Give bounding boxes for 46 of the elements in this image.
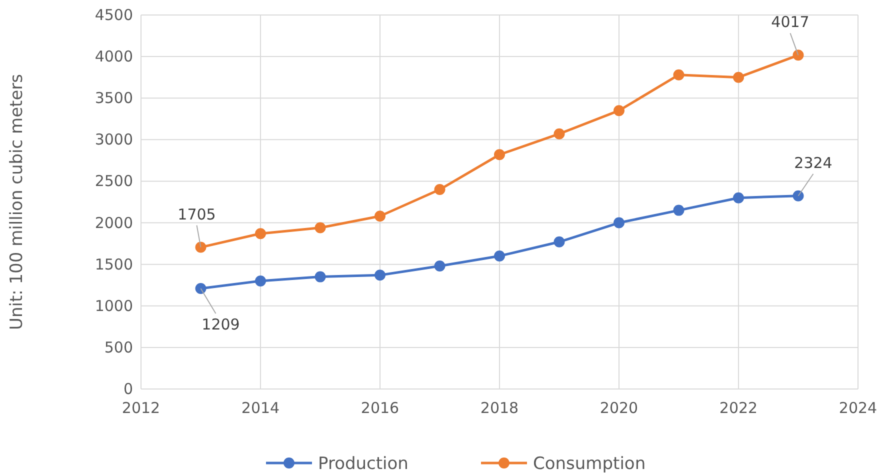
y-tick-label: 2500 [94, 172, 133, 190]
x-tick-label: 2016 [360, 399, 400, 417]
y-tick-label: 1500 [94, 255, 133, 274]
point [614, 217, 624, 228]
point [792, 50, 804, 61]
point [614, 105, 624, 116]
legend-label: Production [318, 454, 408, 474]
legend-label: Consumption [533, 454, 646, 474]
y-tick-label: 2000 [94, 214, 133, 232]
point [255, 275, 266, 286]
x-tick-label: 2014 [241, 399, 280, 417]
point [434, 184, 446, 196]
point [792, 190, 804, 202]
x-tick-label: 2020 [600, 399, 638, 417]
point [554, 236, 565, 248]
x-tick-label: 2012 [122, 399, 160, 417]
y-tick-label: 4500 [94, 6, 133, 24]
point [195, 242, 206, 253]
point [314, 271, 326, 282]
point [673, 69, 684, 80]
x-tick-label: 2018 [480, 399, 519, 417]
data-label: 4017 [771, 13, 810, 32]
point [195, 283, 206, 294]
x-tick-label: 2022 [719, 399, 758, 417]
point [374, 210, 386, 222]
point [314, 222, 326, 234]
point [733, 192, 744, 204]
point [494, 149, 505, 160]
y-tick-label: 0 [123, 380, 133, 398]
y-tick-label: 1000 [94, 296, 133, 315]
y-tick-label: 3000 [94, 130, 133, 149]
data-label: 2324 [794, 154, 832, 172]
point [255, 228, 266, 240]
data-label: 1209 [202, 316, 240, 334]
point [554, 128, 565, 140]
y-axis-title: Unit: 100 million cubic meters [7, 74, 27, 330]
point [494, 250, 505, 262]
point [733, 72, 744, 83]
y-tick-label: 3500 [94, 89, 133, 108]
point [434, 260, 446, 272]
point [374, 270, 386, 281]
x-tick-label: 2024 [838, 399, 878, 417]
y-tick-label: 4000 [94, 48, 133, 66]
y-tick-label: 500 [104, 338, 133, 356]
point [673, 204, 684, 216]
data-label: 1705 [178, 205, 216, 224]
